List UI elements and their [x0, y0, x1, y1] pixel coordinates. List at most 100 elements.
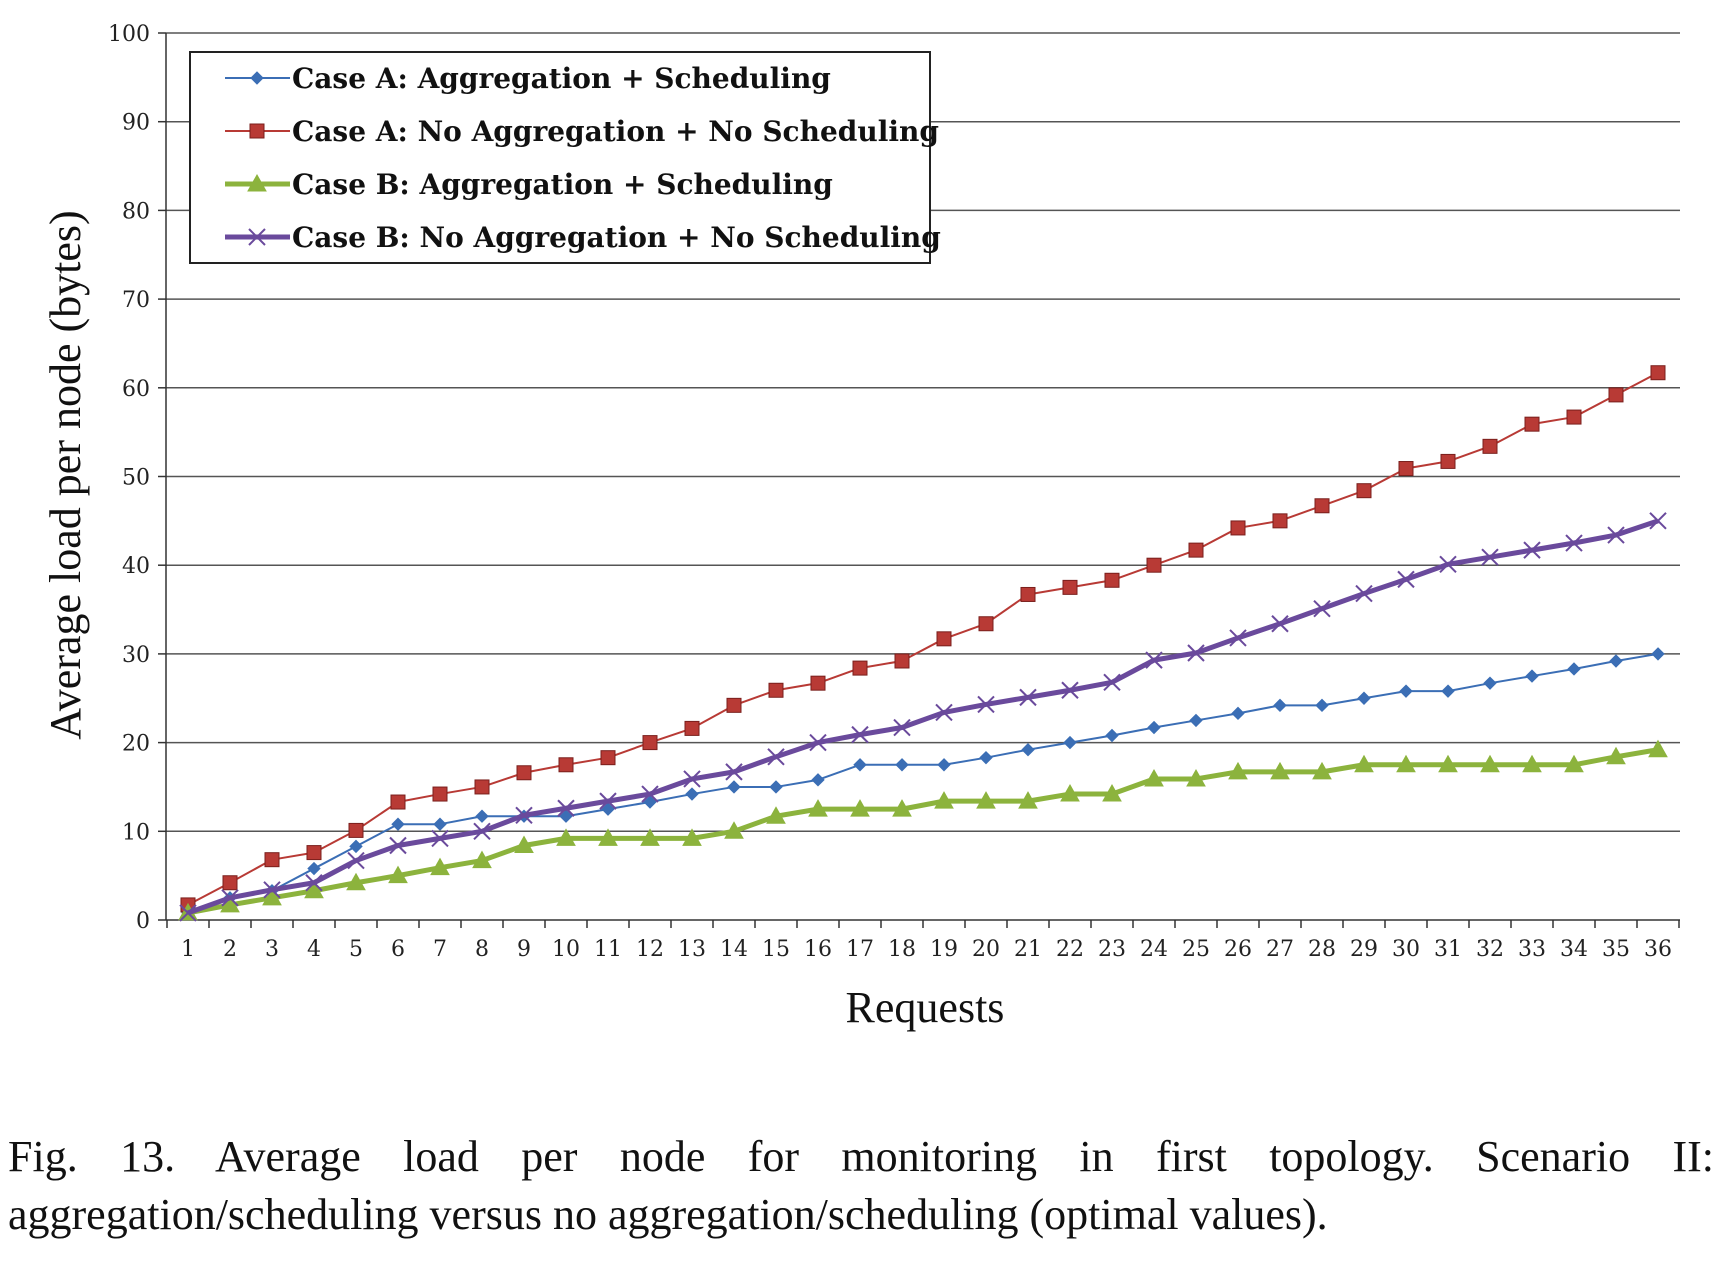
series-1-point-18 [895, 758, 909, 772]
series-3-point-31 [1438, 754, 1458, 773]
figure-caption: Fig. 13. Average load per node for monit… [8, 1132, 1714, 1239]
series-4-point-25 [1187, 644, 1205, 662]
series-2-point-13 [684, 720, 700, 736]
series-1-point-20 [979, 750, 993, 765]
series-2-point-6 [390, 794, 406, 810]
series-3-point-12 [640, 828, 660, 846]
series-4-point-28-stroke-b [1313, 599, 1331, 618]
legend-label-4: Case B: No Aggregation + No Scheduling [292, 221, 941, 254]
series-1-point-33 [1525, 669, 1539, 683]
series-2-point-35 [1608, 387, 1624, 403]
y-tick-label-70: 70 [122, 288, 150, 313]
y-tick-label-80: 80 [122, 199, 150, 224]
series-4-point-3-stroke-b [263, 881, 281, 899]
x-tick-label-19: 19 [930, 937, 958, 962]
series-4-point-12 [641, 785, 659, 803]
series-4-point-15-stroke-b [767, 748, 785, 766]
series-1-point-19 [937, 758, 951, 772]
series-4-point-5-stroke-b [347, 851, 365, 870]
y-tick-label-0: 0 [136, 909, 150, 934]
legend-label-2: Case A: No Aggregation + No Scheduling [292, 115, 939, 148]
series-4-point-1 [179, 904, 197, 922]
series-1-point-34 [1567, 662, 1581, 676]
x-tick-label-35: 35 [1602, 937, 1630, 962]
series-4-point-18 [893, 718, 911, 737]
legend-item-4: Case B: No Aggregation + No Scheduling [225, 221, 941, 254]
series-1-point-26 [1231, 706, 1245, 721]
x-tick-labels: 1 2 3 4 5 6 7 8 9 10 11 12 13 14 15 16 17 18 19 20 21 22 23 24 2… [181, 937, 1672, 962]
x-tick-label-13: 13 [678, 937, 706, 962]
series-2-point-30 [1398, 461, 1414, 477]
series-2-point-26 [1230, 520, 1246, 536]
series-4-point-32-stroke-b [1481, 548, 1499, 566]
series-4-point-11 [599, 792, 617, 810]
series-1-point-7 [433, 817, 447, 831]
series-3-point-30 [1396, 754, 1416, 773]
x-tick-label-27: 27 [1266, 937, 1294, 962]
series-4-point-19 [935, 703, 953, 722]
series-2-point-36 [1650, 365, 1666, 381]
series-4-point-36 [1649, 512, 1667, 530]
series-2-point-18 [894, 653, 910, 669]
series-1-point-32 [1483, 676, 1497, 690]
series-1-point-16 [811, 773, 825, 787]
y-tick-label-100: 100 [108, 22, 150, 47]
series-4-point-8-stroke-b [473, 822, 491, 841]
series-4-point-20-stroke-b [977, 695, 995, 714]
series-4-point-2-stroke-b [221, 889, 239, 907]
series-1-point-36 [1651, 647, 1665, 661]
series-3-point-3 [262, 887, 282, 906]
series-3-point-24 [1144, 768, 1164, 787]
legend-marker-1 [250, 71, 264, 85]
series-2-point-20 [978, 616, 994, 632]
x-tick-label-36: 36 [1644, 937, 1672, 962]
x-tick-label-7: 7 [433, 937, 447, 962]
series-4-point-27-stroke-b [1271, 615, 1289, 633]
legend-label-1: Case A: Aggregation + Scheduling [292, 62, 831, 95]
axes [158, 32, 1680, 928]
series-3-point-9 [514, 835, 534, 853]
x-tick-label-10: 10 [552, 937, 580, 962]
series-3-point-35 [1606, 746, 1626, 765]
series-4-point-34 [1565, 534, 1583, 552]
legend-item-1: Case A: Aggregation + Scheduling [225, 62, 831, 95]
series-4-point-10-stroke-b [557, 799, 575, 817]
legend-box [189, 51, 931, 264]
series-3-point-2 [220, 894, 240, 913]
series-3-point-27 [1270, 761, 1290, 780]
series-4-point-31-stroke-b [1439, 555, 1457, 574]
series-4-point-32 [1481, 548, 1499, 566]
series-1-point-6 [391, 817, 405, 831]
x-tick-label-5: 5 [349, 937, 363, 962]
series-2-point-24 [1146, 557, 1162, 573]
x-tick-label-8: 8 [475, 937, 489, 962]
series-1-point-13 [685, 787, 699, 801]
series-2-point-29 [1356, 483, 1372, 499]
series-4-point-26 [1229, 629, 1247, 647]
series-2-point-11 [600, 750, 616, 766]
series-4-point-28 [1313, 599, 1331, 618]
series-4-point-9 [515, 806, 533, 825]
x-axis-title: Requests [846, 983, 1005, 1032]
legend: Case A: Aggregation + Scheduling Case A: … [189, 51, 941, 264]
series-4-point-10 [557, 799, 575, 817]
series-4-point-7 [431, 829, 449, 848]
series-3-point-20 [976, 791, 996, 809]
series-4-point-19-stroke-b [935, 703, 953, 722]
legend-marker-4-stroke-b [248, 228, 266, 246]
series-4-point-29 [1355, 584, 1373, 603]
series-4-point-23 [1103, 673, 1121, 691]
series-2-point-12 [642, 735, 658, 751]
series-4-point-13 [683, 770, 701, 788]
series-4-point-34-stroke-b [1565, 534, 1583, 552]
series-1-point-29 [1357, 691, 1371, 705]
series-4-point-20 [977, 695, 995, 714]
series-3-point-36 [1648, 739, 1668, 758]
series-3-point-10 [556, 828, 576, 846]
x-tick-label-14: 14 [720, 937, 748, 962]
series-4-point-25-stroke-b [1187, 644, 1205, 662]
series-4-point-6 [389, 836, 407, 855]
series-3-point-25 [1186, 768, 1206, 787]
series-2-point-9 [516, 765, 532, 781]
legend-marker-2 [249, 123, 265, 139]
